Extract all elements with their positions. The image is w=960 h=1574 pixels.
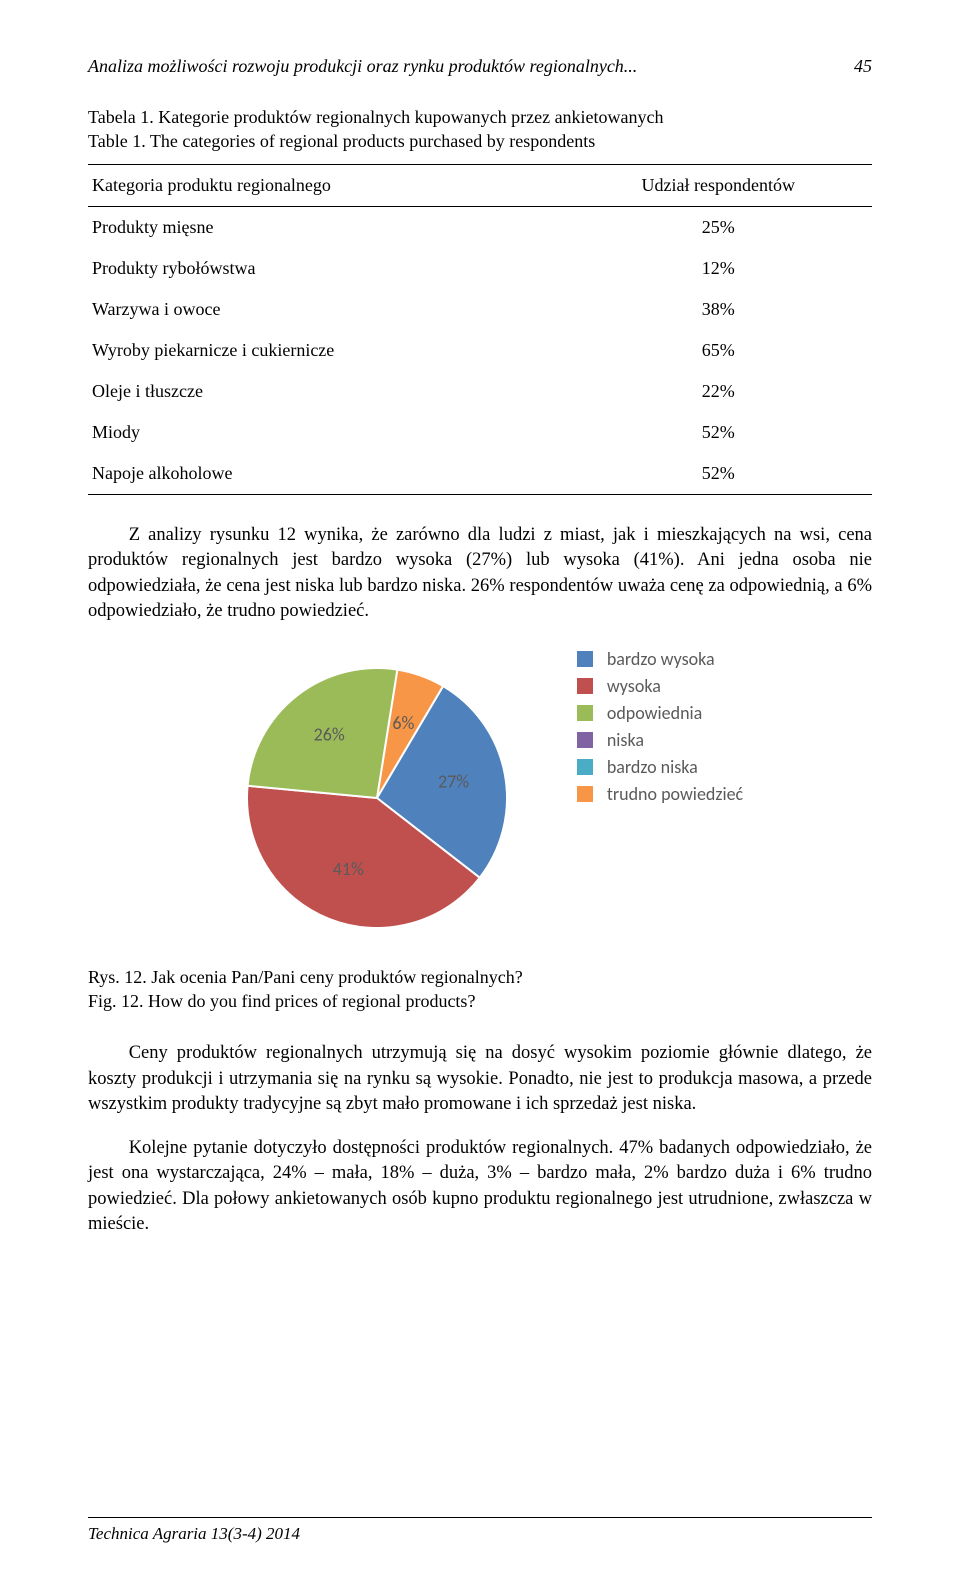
pie-slice-label: 27% — [438, 770, 469, 792]
legend-item: niska — [577, 729, 743, 751]
running-head-title: Analiza możliwości rozwoju produkcji ora… — [88, 56, 637, 77]
page: Analiza możliwości rozwoju produkcji ora… — [0, 0, 960, 1574]
legend-item: odpowiednia — [577, 702, 743, 724]
table-cell-value: 12% — [565, 248, 872, 289]
table-cell-value: 25% — [565, 206, 872, 248]
legend-swatch — [577, 678, 593, 694]
legend-label: niska — [607, 729, 644, 751]
table-cell-label: Napoje alkoholowe — [88, 453, 565, 495]
legend-swatch — [577, 705, 593, 721]
table1-caption: Tabela 1. Kategorie produktów regionalny… — [88, 105, 872, 154]
table-row: Warzywa i owoce38% — [88, 289, 872, 330]
table-cell-label: Wyroby piekarnicze i cukiernicze — [88, 330, 565, 371]
table1-header-right: Udział respondentów — [565, 164, 872, 206]
legend-swatch — [577, 786, 593, 802]
page-number: 45 — [854, 56, 872, 77]
table-header-row: Kategoria produktu regionalnego Udział r… — [88, 164, 872, 206]
legend-swatch — [577, 651, 593, 667]
legend-item: bardzo wysoka — [577, 648, 743, 670]
table-cell-value: 52% — [565, 453, 872, 495]
legend-label: bardzo wysoka — [607, 648, 715, 670]
legend-item: bardzo niska — [577, 756, 743, 778]
table-row: Oleje i tłuszcze22% — [88, 371, 872, 412]
figure-12-caption: Rys. 12. Jak ocenia Pan/Pani ceny produk… — [88, 965, 872, 1014]
footer: Technica Agraria 13(3-4) 2014 — [88, 1517, 872, 1544]
table-cell-label: Warzywa i owoce — [88, 289, 565, 330]
table-cell-value: 38% — [565, 289, 872, 330]
table-cell-value: 52% — [565, 412, 872, 453]
legend-label: wysoka — [607, 675, 661, 697]
paragraph-1: Z analizy rysunku 12 wynika, że zarówno … — [88, 523, 872, 625]
figure-12-caption-pl: Rys. 12. Jak ocenia Pan/Pani ceny produk… — [88, 967, 523, 987]
legend-item: wysoka — [577, 675, 743, 697]
legend-swatch — [577, 732, 593, 748]
pie-slice-label: 6% — [392, 712, 414, 734]
table-cell-label: Oleje i tłuszcze — [88, 371, 565, 412]
legend-label: bardzo niska — [607, 756, 698, 778]
legend-swatch — [577, 759, 593, 775]
figure-12-caption-en: Fig. 12. How do you find prices of regio… — [88, 991, 475, 1011]
table-row: Produkty mięsne25% — [88, 206, 872, 248]
paragraph-2: Ceny produktów regionalnych utrzymują si… — [88, 1041, 872, 1118]
table-row: Miody52% — [88, 412, 872, 453]
pie-legend: bardzo wysoka wysoka odpowiednia niska bardz… — [577, 643, 743, 810]
table-cell-label: Produkty rybołówstwa — [88, 248, 565, 289]
table1-caption-en: Table 1. The categories of regional prod… — [88, 131, 595, 151]
figure-12: 6% 27% 41% 26% bardzo wysoka wysoka odpowiedn… — [88, 643, 872, 953]
table-cell-value: 65% — [565, 330, 872, 371]
table-cell-label: Produkty mięsne — [88, 206, 565, 248]
table-cell-value: 22% — [565, 371, 872, 412]
table-row: Napoje alkoholowe52% — [88, 453, 872, 495]
paragraph-3: Kolejne pytanie dotyczyło dostępności pr… — [88, 1136, 872, 1238]
table-cell-label: Miody — [88, 412, 565, 453]
table1-caption-pl: Tabela 1. Kategorie produktów regionalny… — [88, 107, 664, 127]
legend-label: odpowiednia — [607, 702, 702, 724]
legend-label: trudno powiedzieć — [607, 783, 743, 805]
pie-chart: 6% 27% 41% 26% — [217, 643, 537, 953]
pie-slice-label: 26% — [313, 723, 344, 745]
table1-header-left: Kategoria produktu regionalnego — [88, 164, 565, 206]
table-row: Produkty rybołówstwa12% — [88, 248, 872, 289]
pie-slice-label: 41% — [333, 857, 364, 879]
table-row: Wyroby piekarnicze i cukiernicze65% — [88, 330, 872, 371]
legend-item: trudno powiedzieć — [577, 783, 743, 805]
running-head: Analiza możliwości rozwoju produkcji ora… — [88, 56, 872, 77]
table1: Kategoria produktu regionalnego Udział r… — [88, 164, 872, 495]
